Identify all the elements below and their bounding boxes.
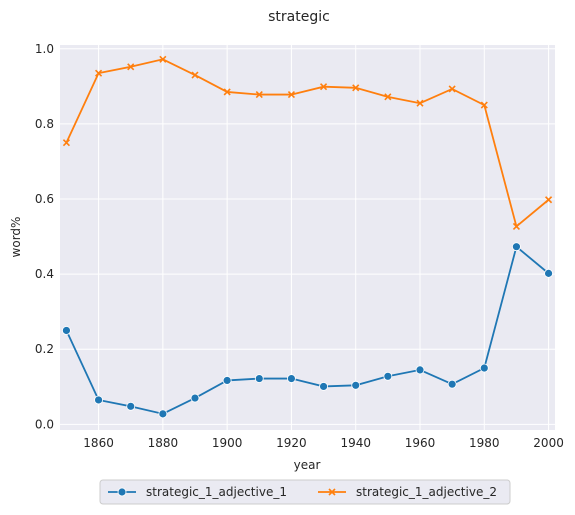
x-tick-label: 1880 bbox=[148, 436, 179, 450]
series-line bbox=[65, 245, 550, 415]
data-point bbox=[127, 63, 135, 71]
data-point bbox=[480, 101, 488, 109]
x-tick-label: 1980 bbox=[469, 436, 500, 450]
data-point bbox=[191, 71, 199, 79]
legend-item: strategic_1_adjective_1 bbox=[108, 485, 287, 499]
y-tick-label: 0.2 bbox=[35, 342, 54, 356]
x-axis-ticks: 1860 1880 1900 1920 1940 1960 1980 2000 bbox=[83, 436, 564, 450]
series-group bbox=[62, 55, 553, 419]
data-point bbox=[190, 393, 200, 403]
y-axis-ticks: 0.0 0.2 0.4 0.6 0.8 1.0 bbox=[35, 42, 54, 432]
data-point bbox=[62, 139, 70, 147]
data-point bbox=[384, 93, 392, 101]
legend-box bbox=[99, 479, 511, 505]
x-axis-label: year bbox=[294, 458, 321, 472]
data-point bbox=[415, 365, 425, 375]
x-tick-label: 1960 bbox=[405, 436, 436, 450]
data-point bbox=[447, 379, 457, 389]
data-point bbox=[545, 196, 553, 204]
data-point bbox=[254, 374, 264, 383]
grid bbox=[60, 45, 555, 430]
data-point bbox=[223, 88, 231, 96]
data-point bbox=[544, 268, 553, 278]
data-point bbox=[255, 91, 263, 99]
data-point bbox=[416, 99, 424, 107]
y-tick-label: 0.8 bbox=[35, 117, 54, 131]
data-point bbox=[351, 380, 361, 390]
x-tick-label: 2000 bbox=[533, 436, 564, 450]
data-point bbox=[95, 69, 103, 77]
x-tick-label: 1940 bbox=[340, 436, 371, 450]
data-point bbox=[94, 395, 103, 405]
data-point bbox=[319, 382, 328, 391]
data-point bbox=[328, 488, 336, 496]
legend-label: strategic_1_adjective_2 bbox=[356, 485, 497, 499]
data-point bbox=[320, 83, 328, 91]
data-point bbox=[512, 242, 521, 252]
y-tick-label: 0.4 bbox=[35, 267, 54, 281]
data-point bbox=[287, 91, 295, 99]
y-tick-label: 1.0 bbox=[35, 42, 54, 56]
data-point bbox=[159, 55, 167, 63]
data-point bbox=[383, 371, 393, 381]
x-tick-label: 1920 bbox=[276, 436, 307, 450]
chart-title: strategic bbox=[268, 9, 330, 25]
series-1 bbox=[62, 242, 553, 419]
data-point bbox=[512, 222, 520, 230]
y-tick-label: 0.0 bbox=[35, 417, 54, 431]
x-tick-label: 1860 bbox=[83, 436, 114, 450]
data-point bbox=[62, 326, 71, 335]
data-point bbox=[158, 409, 168, 419]
data-point bbox=[222, 376, 232, 385]
plot-area bbox=[60, 45, 555, 430]
legend: strategic_1_adjective_1 strategic_1_adjec… bbox=[99, 479, 511, 505]
data-point bbox=[352, 84, 360, 92]
data-point bbox=[287, 374, 296, 383]
series-line bbox=[65, 58, 550, 229]
data-point bbox=[479, 363, 489, 373]
data-point bbox=[117, 487, 127, 497]
legend-item: strategic_1_adjective_2 bbox=[318, 485, 497, 499]
x-tick-label: 1900 bbox=[212, 436, 243, 450]
y-tick-label: 0.6 bbox=[35, 192, 54, 206]
series-2 bbox=[62, 55, 553, 230]
data-point bbox=[448, 85, 456, 93]
data-point bbox=[126, 401, 136, 411]
y-axis-label: word% bbox=[9, 217, 23, 258]
legend-label: strategic_1_adjective_1 bbox=[146, 485, 287, 499]
